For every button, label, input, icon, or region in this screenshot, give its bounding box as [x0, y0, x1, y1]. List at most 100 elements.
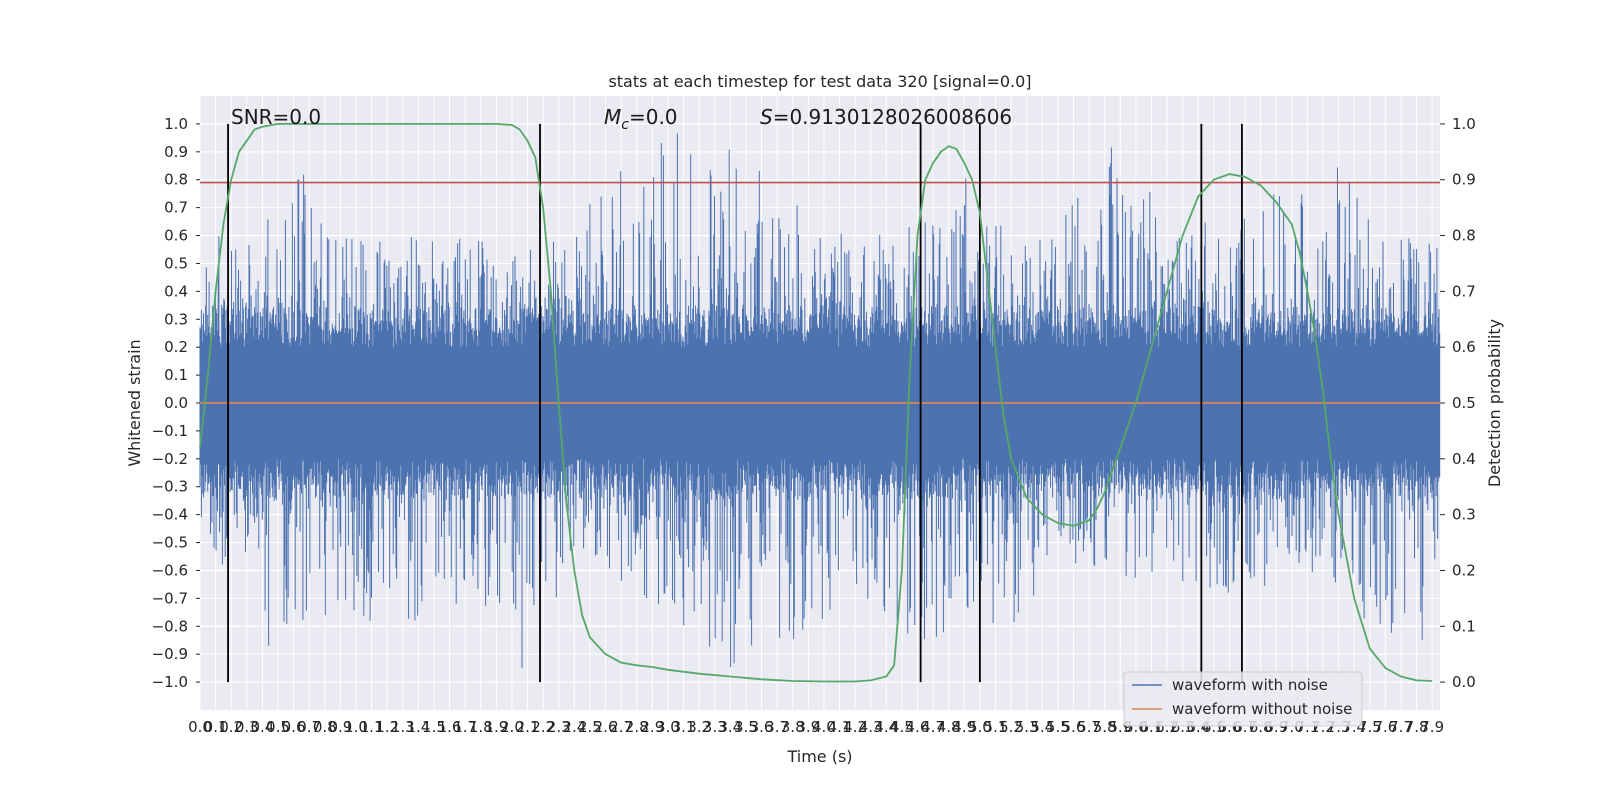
- chirp-mass-symbol: M: [604, 105, 621, 129]
- x-tick-label: 3.4: [718, 718, 742, 736]
- x-axis-label: Time (s): [786, 747, 852, 766]
- y2-tick-label: 0.4: [1452, 450, 1476, 468]
- y-tick-label: −1.0: [152, 673, 188, 691]
- x-tick-label: 7.6: [1373, 718, 1397, 736]
- x-tick-label: 1.7: [453, 718, 477, 736]
- y2-axis-label: Detection probability: [1485, 319, 1504, 487]
- x-tick-label: 4.6: [906, 718, 930, 736]
- x-tick-label: 1.6: [438, 718, 462, 736]
- y-tick-label: 0.3: [164, 310, 188, 328]
- x-tick-label: 2.8: [625, 718, 649, 736]
- y-axis-label: Whitened strain: [125, 339, 144, 466]
- y-tick-label: 0.0: [164, 394, 188, 412]
- chirp-mass-subscript: c: [621, 117, 629, 133]
- y2-tick-label: 0.5: [1452, 394, 1476, 412]
- y-tick-label: −0.1: [152, 422, 188, 440]
- x-tick-label: 3.6: [750, 718, 774, 736]
- x-tick-label: 5.5: [1046, 718, 1070, 736]
- y-tick-label: 0.2: [164, 338, 188, 356]
- x-tick-label: 2.2: [531, 718, 555, 736]
- snr-annotation: SNR=0.0: [231, 105, 321, 129]
- x-tick-label: 1.0: [344, 718, 368, 736]
- x-tick-label: 5.0: [968, 718, 992, 736]
- x-tick-label: 4.0: [812, 718, 836, 736]
- x-tick-label: 4.8: [937, 718, 961, 736]
- y-tick-label: −0.5: [152, 534, 188, 552]
- chirp-mass-value: =0.0: [629, 105, 678, 129]
- detection-probability-line: [199, 123, 1433, 683]
- chirp-mass-annotation: Mc=0.0: [604, 105, 678, 133]
- x-tick-label: 2.1: [516, 718, 540, 736]
- legend-label-noise: waveform with noise: [1172, 676, 1328, 694]
- x-tick-label: 3.9: [796, 718, 820, 736]
- x-tick-label: 1.3: [391, 718, 415, 736]
- x-tick-label: 7.5: [1358, 718, 1382, 736]
- x-tick-label: 2.0: [500, 718, 524, 736]
- x-tick-label: 5.1: [984, 718, 1008, 736]
- y-tick-label: −0.6: [152, 561, 188, 579]
- x-tick-label: 1.9: [484, 718, 508, 736]
- x-tick-label: 1.1: [360, 718, 384, 736]
- x-tick-label: 1.2: [375, 718, 399, 736]
- x-tick-label: 0.1: [204, 718, 228, 736]
- x-tick-label: 0.9: [328, 718, 352, 736]
- x-tick-label: 3.7: [765, 718, 789, 736]
- x-tick-label: 3.0: [656, 718, 680, 736]
- chart-title: stats at each timestep for test data 320…: [608, 72, 1031, 91]
- x-tick-label: 2.5: [578, 718, 602, 736]
- x-tick-label: 4.3: [859, 718, 883, 736]
- x-tick-label: 0.8: [313, 718, 337, 736]
- legend-box: [1123, 671, 1363, 727]
- y-tick-label: 1.0: [164, 115, 188, 133]
- x-tick-label: 0.2: [219, 718, 243, 736]
- y-tick-label: 0.9: [164, 143, 188, 161]
- x-tick-label: 0.0: [188, 718, 212, 736]
- y2-tick-label: 0.8: [1452, 227, 1476, 245]
- x-tick-label: 5.7: [1077, 718, 1101, 736]
- overlay-lines: [199, 123, 1440, 683]
- x-tick-label: 7.8: [1405, 718, 1429, 736]
- x-tick-label: 2.3: [547, 718, 571, 736]
- y2-tick-label: 0.6: [1452, 338, 1476, 356]
- x-tick-label: 0.4: [250, 718, 274, 736]
- s-value: =0.9130128026008606: [773, 105, 1012, 129]
- x-tick-label: 2.7: [609, 718, 633, 736]
- y2-tick-label: 0.0: [1452, 673, 1476, 691]
- y-tick-label: −0.3: [152, 478, 188, 496]
- x-tick-label: 5.6: [1062, 718, 1086, 736]
- legend-label-clean: waveform without noise: [1172, 700, 1352, 718]
- y2-tick-label: 1.0: [1452, 115, 1476, 133]
- x-tick-label: 3.5: [734, 718, 758, 736]
- x-tick-label: 5.2: [999, 718, 1023, 736]
- legend: waveform with noise waveform without noi…: [1123, 671, 1363, 727]
- y-tick-label: −0.8: [152, 617, 188, 635]
- x-tick-label: 2.6: [594, 718, 618, 736]
- y-tick-label: 0.8: [164, 171, 188, 189]
- x-tick-label: 4.9: [952, 718, 976, 736]
- y2-tick-label: 0.2: [1452, 561, 1476, 579]
- x-tick-label: 1.5: [422, 718, 446, 736]
- x-tick-label: 4.2: [843, 718, 867, 736]
- x-tick-label: 5.4: [1030, 718, 1054, 736]
- x-tick-label: 2.9: [640, 718, 664, 736]
- y2-tick-label: 0.1: [1452, 617, 1476, 635]
- x-tick-label: 0.7: [297, 718, 321, 736]
- y-tick-label: −0.7: [152, 589, 188, 607]
- y-tick-label: −0.4: [152, 506, 188, 524]
- y-tick-label: −0.2: [152, 450, 188, 468]
- y-tick-label: 0.5: [164, 254, 188, 272]
- x-tick-label: 0.3: [235, 718, 259, 736]
- tick-labels: 0.00.10.20.30.40.50.60.70.80.91.01.11.21…: [152, 115, 1476, 736]
- s-annotation: S=0.9130128026008606: [760, 105, 1012, 129]
- x-tick-label: 0.5: [266, 718, 290, 736]
- x-tick-label: 4.4: [874, 718, 898, 736]
- x-tick-label: 7.7: [1389, 718, 1413, 736]
- x-tick-label: 7.9: [1420, 718, 1444, 736]
- y-tick-label: 0.7: [164, 199, 188, 217]
- x-tick-label: 5.8: [1093, 718, 1117, 736]
- y2-tick-label: 0.3: [1452, 506, 1476, 524]
- y-tick-label: 0.4: [164, 282, 188, 300]
- x-tick-label: 0.6: [282, 718, 306, 736]
- x-tick-label: 3.1: [672, 718, 696, 736]
